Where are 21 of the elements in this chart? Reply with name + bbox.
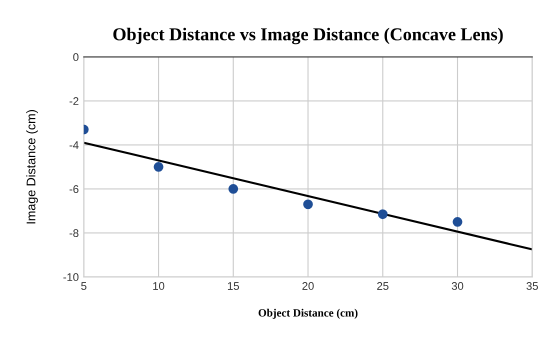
point xyxy=(154,162,164,172)
x-tick-label: 35 xyxy=(526,282,538,290)
y-tick-label: -8 xyxy=(70,229,78,238)
point xyxy=(303,199,313,210)
y-tick-label: -2 xyxy=(70,97,78,105)
y-tick-label: -6 xyxy=(70,185,78,194)
x-tick-label: 10 xyxy=(153,282,164,290)
y-axis-title: Image Distance (cm) xyxy=(26,110,38,224)
x-tick-label: 5 xyxy=(81,282,86,290)
point xyxy=(452,217,462,227)
y-tick-label: 0 xyxy=(73,53,79,62)
x-axis-title: Object Distance (cm) xyxy=(258,308,358,319)
point xyxy=(228,184,238,194)
x-tick-label: 25 xyxy=(377,282,388,290)
y-tick-label: -10 xyxy=(63,273,79,282)
x-tick-label: 20 xyxy=(302,282,314,290)
x-tick-label: 15 xyxy=(228,282,239,290)
y-tick-label: -4 xyxy=(70,141,79,149)
chart-title: Object Distance vs Image Distance (Concave Lens) xyxy=(113,28,503,44)
point xyxy=(378,209,388,220)
x-tick-label: 30 xyxy=(452,282,464,290)
